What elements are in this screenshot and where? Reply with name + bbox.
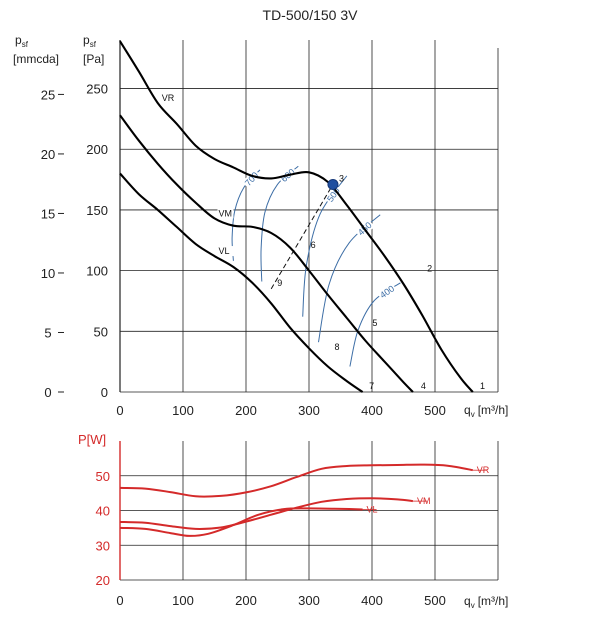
point-label: 6 [311,240,316,250]
fan-curve-vm [119,114,414,393]
x-tick-label: 0 [116,593,123,608]
y-tick-label-mmcda: 10 [41,266,55,281]
curve-label-bg [217,246,234,257]
y-tick-label-mmcda: 5 [44,325,51,340]
top-xlabel: qv [m³/h] [464,403,508,419]
power-curve-label: VM [417,496,431,506]
fan-curve-label: VR [162,93,175,103]
top-axis-labels: psf [mmcda] psf [Pa] qv [m³/h] [13,33,508,419]
x-tick-label: 500 [424,593,446,608]
iso-label-bg [241,168,262,190]
curve-label-bg [217,208,234,219]
left-ylabel-unit: [mmcda] [13,52,59,66]
power-ylabel: P[W] [78,432,106,447]
y-tick-label-mmcda: 15 [41,206,55,221]
point-label: 1 [480,381,485,391]
x-tick-label: 400 [361,403,383,418]
power-curve-vm [119,497,414,530]
power-y-tick-label: 50 [96,469,110,484]
y-tick-label-pa: 50 [94,324,108,339]
x-tick-label: 100 [172,593,194,608]
right-ylabel-unit: [Pa] [83,52,104,66]
iso-curve-600 [260,165,299,282]
x-tick-label: 400 [361,593,383,608]
fan-curve-label: VL [219,246,230,256]
fan-curve-label: VM [219,208,233,218]
point-label: 9 [277,278,282,288]
power-curve-vl [119,507,363,537]
x-tick-label: 200 [235,593,257,608]
power-curve-label: VL [367,504,378,514]
bottom-axis-labels: P[W] qv [m³/h] [78,432,508,610]
power-curve-label: VR [477,465,490,475]
x-tick-label: 0 [116,403,123,418]
point-label: 7 [369,381,374,391]
x-tick-label: 500 [424,403,446,418]
point-label: 4 [421,381,426,391]
fan-curve-vl [119,172,364,393]
x-tick-label: 300 [298,593,320,608]
y-tick-label-pa: 200 [86,142,108,157]
y-tick-label-mmcda: 20 [41,147,55,162]
power-y-tick-label: 20 [96,573,110,588]
y-tick-label-pa: 0 [101,385,108,400]
x-tick-label: 300 [298,403,320,418]
power-y-tick-label: 40 [96,504,110,519]
iso-label-bg [376,282,398,302]
bottom-xlabel: qv [m³/h] [464,594,508,610]
iso-curve-450 [318,214,381,343]
chart-title: TD-500/150 3V [263,7,359,23]
y-tick-label-mmcda: 25 [41,87,55,102]
right-ylabel: psf [83,33,97,49]
point-label: 2 [427,263,432,273]
point-label: 5 [372,318,377,328]
left-ylabel: psf [15,33,29,49]
y-tick-label-mmcda: 0 [44,385,51,400]
operating-point-marker [327,178,339,190]
fan-curve-vr [119,40,474,393]
x-tick-label: 100 [172,403,194,418]
power-y-tick-label: 30 [96,538,110,553]
y-tick-label-pa: 100 [86,264,108,279]
power-curve-vr [119,463,473,498]
x-tick-label: 200 [235,403,257,418]
iso-label-bg [324,184,343,206]
point-label: 8 [335,342,340,352]
y-tick-label-pa: 250 [86,82,108,97]
point-label: 3 [339,173,344,183]
curve-label-bg [160,93,177,104]
y-tick-label-pa: 150 [86,203,108,218]
system-curve-dashed [270,184,334,290]
